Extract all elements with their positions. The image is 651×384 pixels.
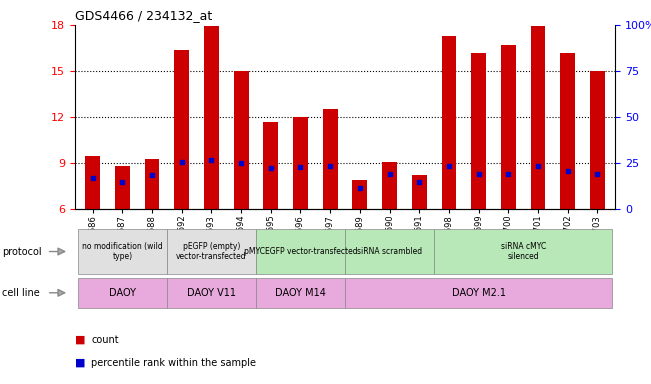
Text: percentile rank within the sample: percentile rank within the sample: [91, 358, 256, 368]
Bar: [323, 109, 338, 209]
Bar: [382, 162, 397, 209]
Bar: [561, 53, 575, 209]
Text: GDS4466 / 234132_at: GDS4466 / 234132_at: [75, 9, 212, 22]
Bar: [352, 180, 367, 209]
Bar: [412, 175, 426, 209]
Text: pMYCEGFP vector-transfected: pMYCEGFP vector-transfected: [243, 247, 357, 256]
Text: DAOY M2.1: DAOY M2.1: [452, 288, 506, 298]
Bar: [531, 26, 546, 209]
Bar: [264, 122, 278, 209]
Bar: [501, 45, 516, 209]
Text: cell line: cell line: [2, 288, 40, 298]
Text: siRNA scrambled: siRNA scrambled: [357, 247, 422, 256]
Text: ■: ■: [75, 358, 85, 368]
Text: pEGFP (empty)
vector-transfected: pEGFP (empty) vector-transfected: [176, 242, 247, 261]
Bar: [293, 117, 308, 209]
Bar: [78, 229, 167, 274]
Bar: [234, 71, 249, 209]
Bar: [167, 229, 256, 274]
Text: DAOY: DAOY: [109, 288, 136, 298]
Bar: [85, 156, 100, 209]
Bar: [471, 53, 486, 209]
Text: no modification (wild
type): no modification (wild type): [82, 242, 163, 261]
Bar: [590, 71, 605, 209]
Bar: [115, 166, 130, 209]
Bar: [256, 229, 345, 274]
Text: protocol: protocol: [2, 247, 42, 257]
Bar: [434, 229, 612, 274]
Bar: [204, 26, 219, 209]
Text: ■: ■: [75, 335, 85, 345]
Bar: [78, 278, 167, 308]
Text: DAOY M14: DAOY M14: [275, 288, 326, 298]
Text: siRNA cMYC
silenced: siRNA cMYC silenced: [501, 242, 546, 261]
Text: DAOY V11: DAOY V11: [187, 288, 236, 298]
Bar: [345, 229, 434, 274]
Bar: [441, 36, 456, 209]
Text: count: count: [91, 335, 118, 345]
Bar: [345, 278, 612, 308]
Bar: [256, 278, 345, 308]
Bar: [174, 50, 189, 209]
Bar: [145, 159, 159, 209]
Bar: [167, 278, 256, 308]
